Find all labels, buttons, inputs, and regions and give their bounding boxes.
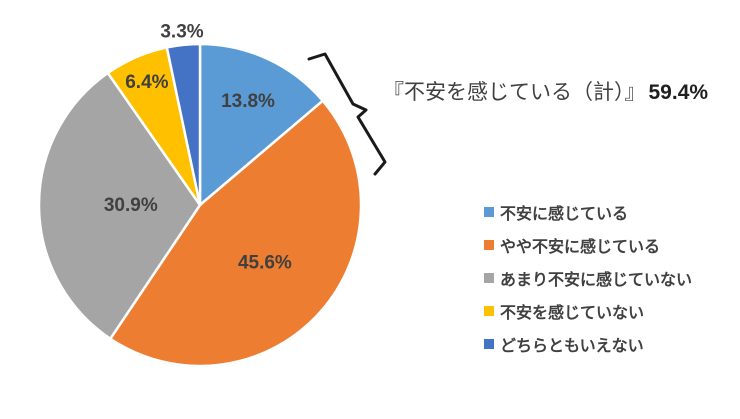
legend-label: 不安に感じている [500,205,629,223]
legend-item-4: どちらともいえない [484,327,692,360]
legend-swatch-icon [484,272,494,283]
slice-label-2: 30.9% [104,195,158,216]
legend-label: どちらともいえない [500,337,644,355]
legend-item-3: 不安を感じていない [484,294,692,327]
legend-label: やや不安に感じている [500,238,661,256]
annotation-text: 『不安を感じている（計）』 [383,81,646,104]
slice-label-3: 6.4% [125,72,168,93]
legend-item-2: あまり不安に感じていない [484,261,692,294]
legend-item-0: 不安に感じている [484,195,692,228]
annotation-value: 59.4% [648,81,709,104]
slice-label-1: 45.6% [238,252,292,273]
total-annotation: 『不安を感じている（計）』 59.4% [383,80,708,106]
pie-slice-0 [198,42,324,207]
pie-slice-labels: 13.8% 45.6% 30.9% 6.4% 3.3% [104,22,292,274]
pie-slices [37,42,363,368]
slice-label-0: 13.8% [221,91,275,112]
legend-label: 不安を感じていない [500,304,645,322]
legend-swatch-icon [484,206,494,217]
slice-label-4: 3.3% [160,22,203,43]
legend-swatch-icon [484,305,494,316]
legend-swatch-icon [484,338,494,349]
chart-legend: 不安に感じているやや不安に感じているあまり不安に感じていない 不安を感じていないど… [484,195,692,360]
pie-slice-4 [165,42,202,207]
pie-slice-2 [37,71,202,340]
legend-swatch-icon [484,239,494,250]
pie-slice-1 [109,99,363,368]
legend-item-1: やや不安に感じている [484,228,692,261]
legend-label: あまり不安に感じていない [500,271,693,289]
brace-bracket-icon [307,52,387,176]
